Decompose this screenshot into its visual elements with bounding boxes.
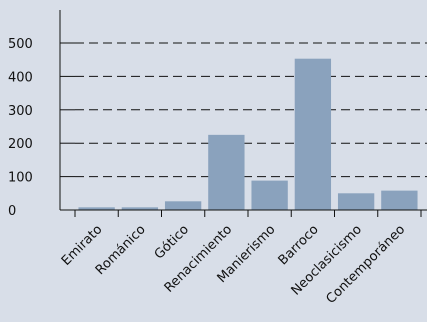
bar-renacimiento bbox=[208, 134, 245, 210]
y-tick-labels: 0 100 200 300 400 500 bbox=[8, 37, 33, 219]
y-tick-label-300: 300 bbox=[8, 104, 33, 119]
gridlines bbox=[75, 42, 427, 178]
bar-manierismo bbox=[251, 180, 288, 210]
bars bbox=[78, 58, 418, 211]
bar-románico bbox=[121, 207, 159, 210]
bar-barroco bbox=[294, 58, 332, 211]
y-tick-label-500: 500 bbox=[8, 37, 33, 52]
y-tick-label-400: 400 bbox=[8, 70, 33, 85]
bar-gótico bbox=[164, 201, 202, 210]
x-category-label-gótico: Gótico bbox=[152, 222, 192, 262]
x-category-label-contemporáneo: Contemporáneo bbox=[324, 222, 409, 307]
y-tick-label-200: 200 bbox=[8, 137, 33, 152]
y-tick-label-0: 0 bbox=[8, 204, 16, 219]
bar-emirato bbox=[78, 207, 115, 210]
bar-neoclasicismo bbox=[337, 193, 375, 210]
axes bbox=[59, 10, 427, 217]
bar-contemporáneo bbox=[381, 190, 418, 210]
y-tick-label-100: 100 bbox=[8, 171, 33, 186]
